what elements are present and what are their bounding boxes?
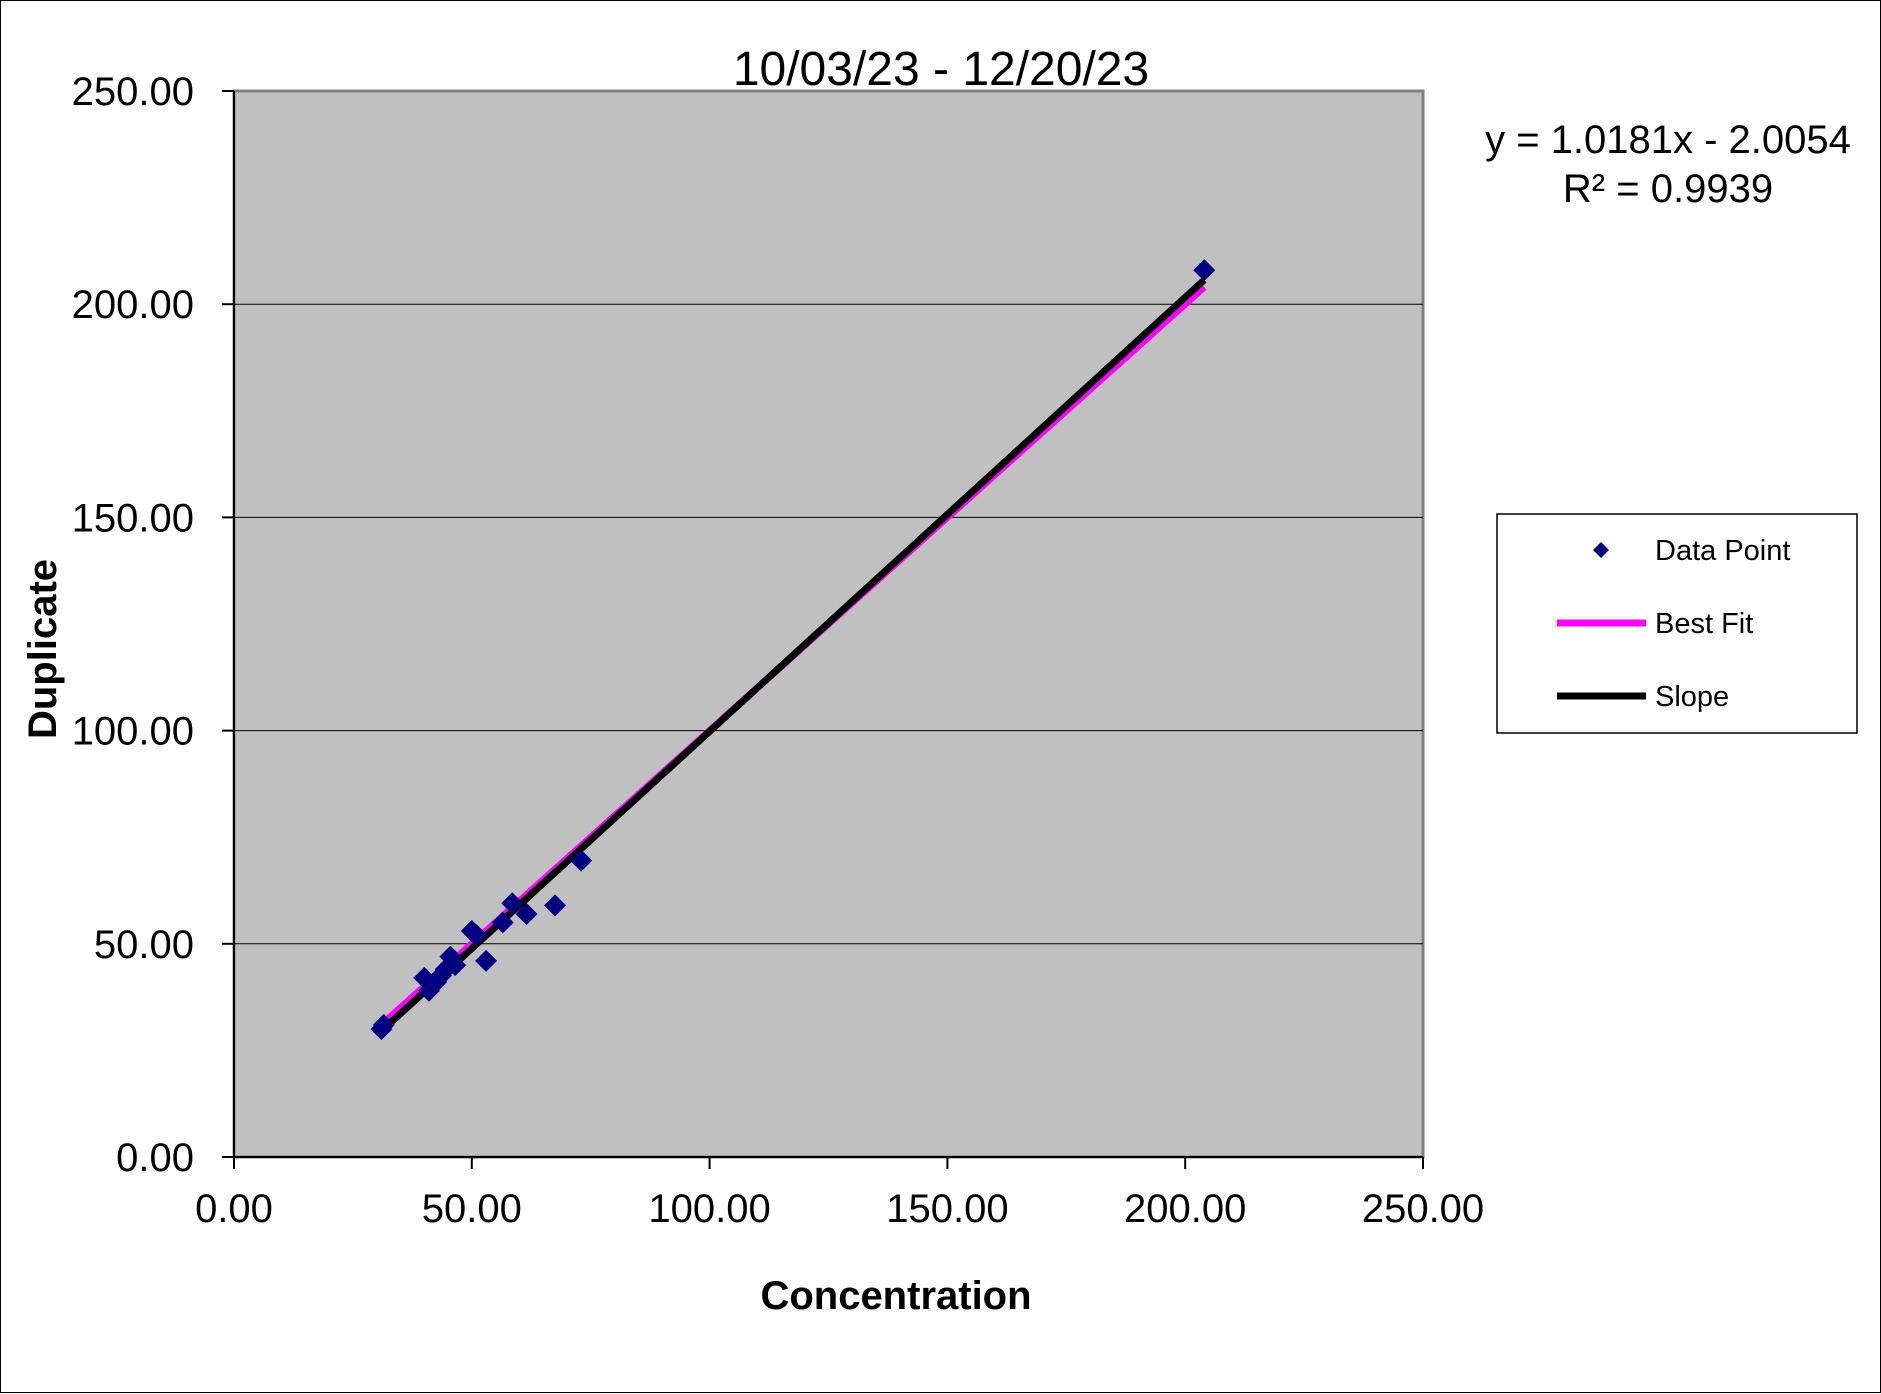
data-point [1193,259,1216,282]
data-point [372,1013,395,1036]
legend: Data Point Best Fit Slope [1496,513,1858,734]
y-tick-label: 200.00 [72,283,194,327]
data-point [444,954,467,977]
legend-label-data-point: Data Point [1655,535,1790,567]
axes [233,91,1423,1158]
gridlines [234,303,1423,945]
data-point [570,849,593,872]
x-tick-label: 200.00 [1124,1187,1246,1231]
legend-marker-data-point [1593,542,1609,558]
data-point [544,894,567,917]
y-tick-label: 150.00 [72,496,194,540]
legend-label-best-fit: Best Fit [1655,608,1753,640]
x-tick-label: 0.00 [195,1187,273,1231]
y-tick-label: 50.00 [94,923,194,967]
x-tick-label: 100.00 [648,1187,770,1231]
y-tick-label: 100.00 [72,710,194,754]
x-axis-title: Concentration [760,1274,1031,1318]
x-axis-ticks: 0.00 50.00 100.00 150.00 200.00 250.00 [195,1157,1484,1231]
data-point [501,892,524,915]
r-squared-value: R² = 0.9939 [1563,167,1773,211]
x-tick-label: 250.00 [1362,1187,1484,1231]
data-point [515,902,538,925]
y-axis-ticks: 0.00 50.00 100.00 150.00 200.00 250.00 [72,70,234,1180]
chart-title: 10/03/23 - 12/20/23 [733,43,1149,96]
x-tick-label: 50.00 [422,1187,522,1231]
data-point [475,949,498,972]
data-points [370,259,1216,1041]
y-tick-label: 250.00 [72,70,194,114]
trendline-equation: y = 1.0181x - 2.0054 [1485,118,1851,162]
x-tick-label: 150.00 [886,1187,1008,1231]
y-tick-label: 0.00 [116,1136,194,1180]
data-point [491,911,514,934]
y-axis-title: Duplicate [21,559,65,739]
data-point [465,924,488,947]
legend-label-slope: Slope [1655,681,1729,713]
